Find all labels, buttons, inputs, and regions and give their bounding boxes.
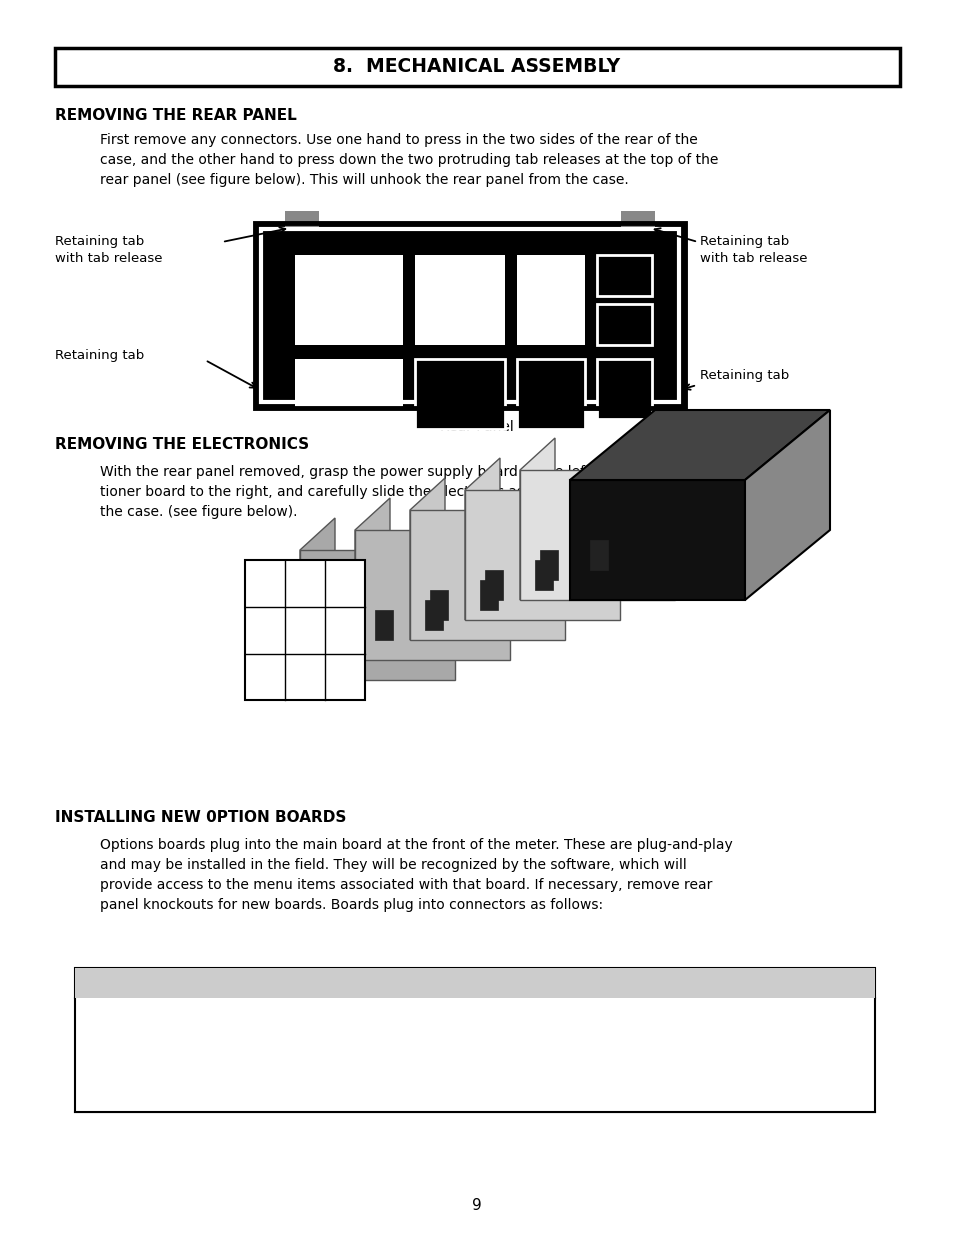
Polygon shape — [355, 498, 390, 659]
Bar — [55, 48, 899, 86]
Text: INSTALLING NEW 0PTION BOARDS: INSTALLING NEW 0PTION BOARDS — [55, 810, 346, 825]
Polygon shape — [245, 559, 365, 700]
Text: Retaining tab
with tab release: Retaining tab with tab release — [700, 235, 806, 266]
Polygon shape — [535, 559, 553, 590]
Text: P14: P14 — [514, 1068, 539, 1082]
Bar — [261, 228, 679, 403]
Text: Main Board Plug: Main Board Plug — [462, 976, 591, 990]
Text: J5: J5 — [752, 1091, 764, 1104]
Bar — [517, 254, 584, 345]
Polygon shape — [479, 580, 497, 610]
Bar — [415, 359, 504, 429]
Text: J3: J3 — [752, 1046, 764, 1060]
Bar — [517, 359, 584, 429]
Bar — [415, 254, 504, 345]
Bar — [294, 359, 402, 429]
Text: Rear Panel: Rear Panel — [439, 420, 514, 433]
Bar — [620, 211, 655, 227]
Text: J1: J1 — [752, 1002, 764, 1016]
Polygon shape — [589, 540, 607, 571]
Text: Options boards plug into the main board at the front of the meter. These are plu: Options boards plug into the main board … — [100, 839, 732, 913]
Text: Retaining tab
with tab release: Retaining tab with tab release — [55, 235, 162, 266]
Text: With the rear panel removed, grasp the power supply board to the left and signal: With the rear panel removed, grasp the p… — [100, 466, 738, 519]
Polygon shape — [375, 610, 393, 640]
Bar — [597, 304, 651, 345]
Polygon shape — [424, 600, 442, 630]
Text: Option Board: Option Board — [191, 976, 294, 990]
Bar — [597, 254, 651, 296]
Polygon shape — [410, 478, 444, 640]
Text: REMOVING THE REAR PANEL: REMOVING THE REAR PANEL — [55, 107, 296, 124]
Text: First remove any connectors. Use one hand to press in the two sides of the rear : First remove any connectors. Use one han… — [100, 133, 718, 186]
Polygon shape — [299, 550, 455, 680]
Bar — [294, 254, 402, 345]
Text: Relay board: Relay board — [85, 1024, 168, 1037]
Text: J2: J2 — [752, 1024, 764, 1037]
Bar — [75, 968, 874, 998]
Polygon shape — [410, 510, 564, 640]
Text: P13: P13 — [514, 1046, 539, 1060]
Text: Retaining tab: Retaining tab — [700, 368, 788, 382]
Text: Analog output board: Analog output board — [85, 1068, 228, 1082]
Polygon shape — [464, 490, 619, 620]
Text: REMOVING THE ELECTRONICS: REMOVING THE ELECTRONICS — [55, 437, 309, 452]
Polygon shape — [569, 410, 829, 480]
Bar — [254, 224, 684, 408]
Polygon shape — [464, 458, 499, 620]
Polygon shape — [539, 550, 558, 580]
Polygon shape — [519, 471, 675, 600]
Polygon shape — [355, 530, 510, 659]
Polygon shape — [519, 438, 555, 600]
Text: Rear Panel Jack: Rear Panel Jack — [698, 976, 819, 990]
Text: 8.  MECHANICAL ASSEMBLY: 8. MECHANICAL ASSEMBLY — [334, 58, 619, 77]
Polygon shape — [430, 590, 448, 620]
Text: Serial interface board: Serial interface board — [85, 1046, 235, 1060]
Text: Power supply: Power supply — [85, 1002, 177, 1016]
Polygon shape — [484, 571, 502, 600]
Text: Retaining tab: Retaining tab — [55, 348, 144, 362]
Bar — [285, 211, 318, 227]
Bar — [75, 968, 874, 1112]
Bar — [254, 224, 684, 408]
Polygon shape — [569, 480, 744, 600]
Text: J4: J4 — [752, 1068, 764, 1082]
Text: P11: P11 — [514, 1002, 539, 1016]
Text: 9: 9 — [472, 1198, 481, 1213]
Polygon shape — [299, 517, 335, 680]
Bar — [597, 359, 651, 419]
Text: P12: P12 — [514, 1024, 539, 1037]
Text: Signal conditioner board: Signal conditioner board — [85, 1091, 255, 1104]
Text: P15: P15 — [514, 1091, 539, 1104]
Polygon shape — [744, 410, 829, 600]
